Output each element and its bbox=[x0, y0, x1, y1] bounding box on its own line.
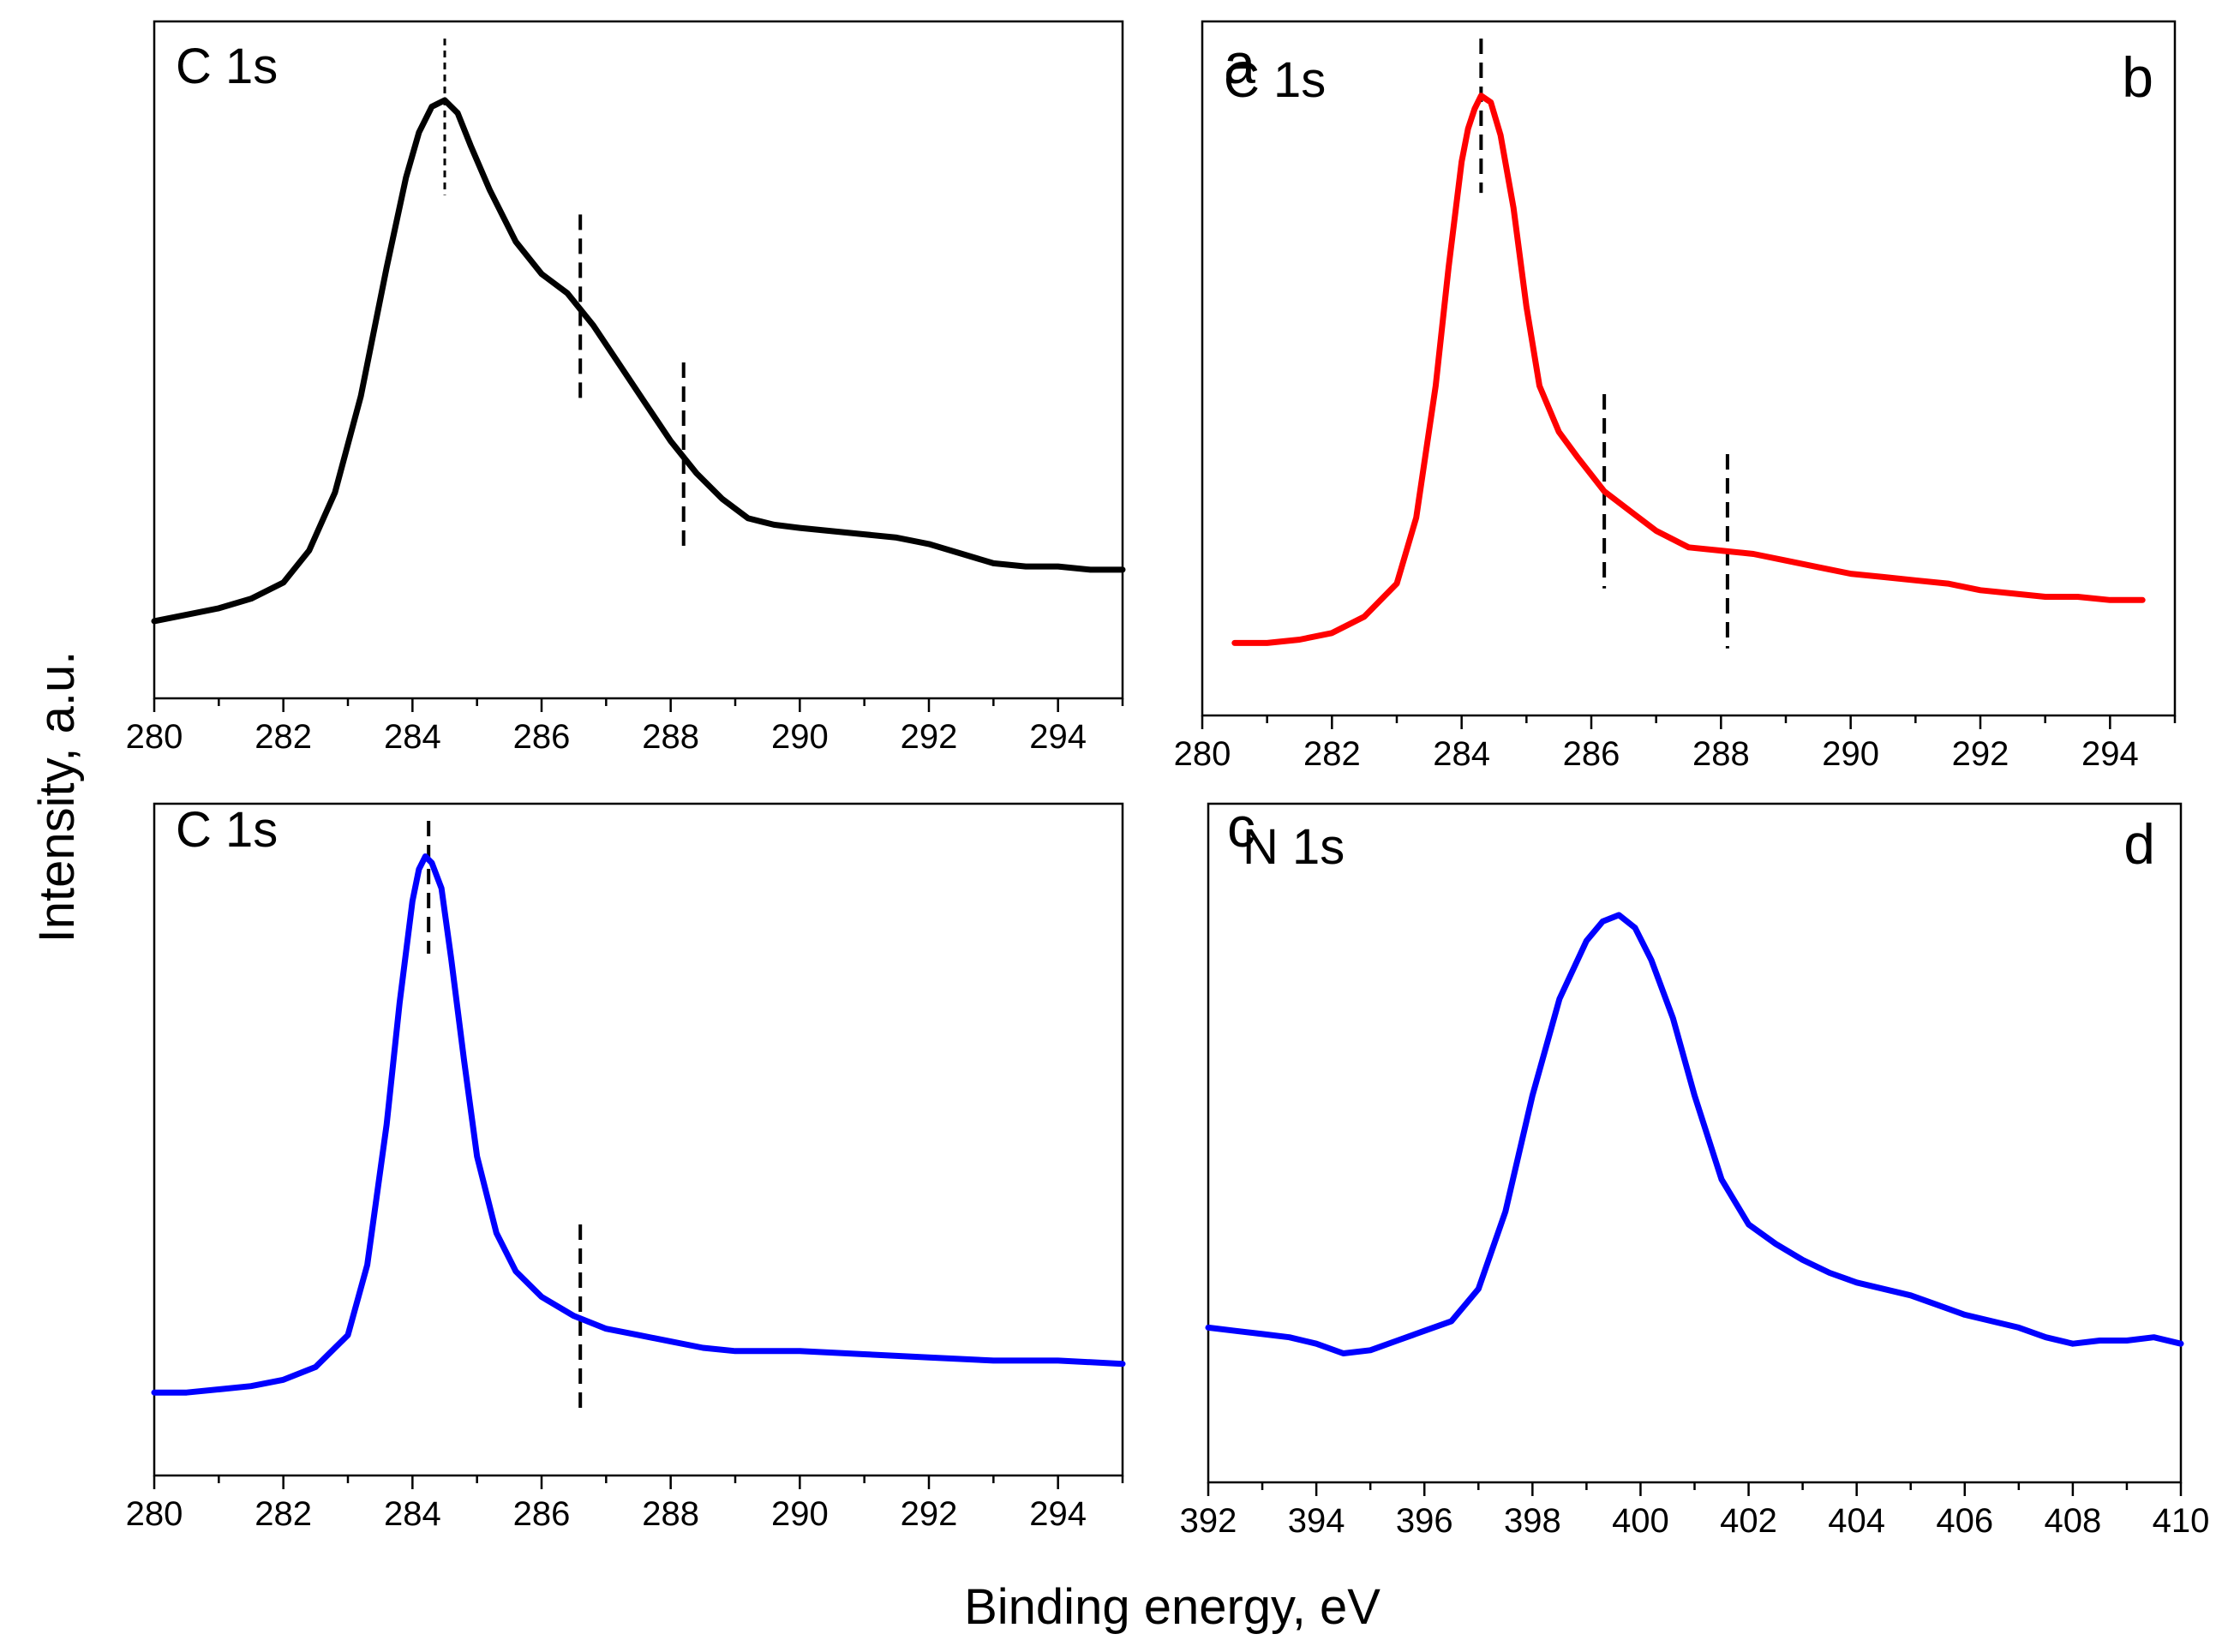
panel-b-tick-label: 286 bbox=[1563, 735, 1620, 773]
panel-d-x-axis: 392 394 396 398 400 402 404 406 408 410 bbox=[1180, 1482, 2210, 1540]
panel-a: 280 282 284 286 288 290 292 294 C 1s a bbox=[126, 20, 1255, 756]
panel-d: 392 394 396 398 400 402 404 406 408 410 N 1s d bbox=[1180, 802, 2210, 1540]
panel-b-core-level-label: C 1s bbox=[1224, 52, 1326, 108]
panel-c-letter: c bbox=[1227, 795, 1255, 859]
panel-a-letter: a bbox=[1224, 32, 1255, 95]
panel-a-tick-label: 282 bbox=[255, 718, 312, 756]
panel-b-tick-label: 284 bbox=[1433, 735, 1490, 773]
panel-d-tick-label: 392 bbox=[1180, 1502, 1237, 1540]
panel-c-marker-lines bbox=[427, 821, 583, 1413]
panel-a-tick-label: 294 bbox=[1029, 718, 1087, 756]
panel-d-tick-label: 406 bbox=[1936, 1502, 1993, 1540]
panel-c-tick-label: 294 bbox=[1029, 1495, 1087, 1533]
panel-c-tick-label: 282 bbox=[255, 1495, 312, 1533]
panel-a-core-level-label: C 1s bbox=[176, 39, 278, 94]
panel-b-spectrum-line bbox=[1231, 93, 2146, 646]
panel-a-tick-label: 280 bbox=[126, 718, 183, 756]
panel-d-letter: d bbox=[2123, 812, 2155, 876]
x-axis-title: Binding energy, eV bbox=[964, 1579, 1381, 1635]
y-axis-title: Intensity, a.u. bbox=[29, 651, 85, 943]
panel-d-tick-label: 402 bbox=[1720, 1502, 1777, 1540]
panel-c-x-axis: 280 282 284 286 288 290 292 294 bbox=[126, 1475, 1124, 1533]
panel-d-tick-label: 398 bbox=[1504, 1502, 1561, 1540]
panel-d-tick-label: 404 bbox=[1828, 1502, 1885, 1540]
panel-a-marker-lines bbox=[443, 39, 686, 553]
panel-a-frame bbox=[153, 20, 1124, 700]
panel-d-tick-label: 410 bbox=[2153, 1502, 2210, 1540]
panel-b-tick-label: 292 bbox=[1952, 735, 2009, 773]
panel-b-tick-label: 294 bbox=[2081, 735, 2139, 773]
panel-d-core-level-label: N 1s bbox=[1243, 819, 1345, 875]
panel-c-frame bbox=[153, 802, 1124, 1477]
panel-c-tick-label: 280 bbox=[126, 1495, 183, 1533]
panel-b-letter: b bbox=[2122, 45, 2153, 109]
panel-d-tick-label: 408 bbox=[2045, 1502, 2102, 1540]
panel-c-spectrum-line bbox=[151, 853, 1126, 1396]
panel-c-tick-label: 290 bbox=[771, 1495, 829, 1533]
panel-b: 280 282 284 286 288 290 292 294 C 1s b bbox=[1174, 20, 2177, 773]
panel-c-core-level-label: C 1s bbox=[176, 802, 278, 858]
panel-a-tick-label: 292 bbox=[901, 718, 958, 756]
panel-b-frame bbox=[1201, 20, 2177, 717]
panel-b-tick-label: 280 bbox=[1174, 735, 1231, 773]
panel-b-tick-label: 282 bbox=[1303, 735, 1361, 773]
panel-c-tick-label: 292 bbox=[901, 1495, 958, 1533]
panel-a-tick-label: 290 bbox=[771, 718, 829, 756]
panel-c-tick-label: 284 bbox=[384, 1495, 441, 1533]
panel-d-spectrum-line bbox=[1205, 912, 2184, 1356]
panel-b-tick-label: 288 bbox=[1692, 735, 1750, 773]
panel-b-x-axis: 280 282 284 286 288 290 292 294 bbox=[1174, 715, 2177, 773]
panel-b-tick-label: 290 bbox=[1822, 735, 1879, 773]
panel-c: 280 282 284 286 288 290 292 294 C 1s c bbox=[126, 795, 1255, 1533]
panel-a-x-axis: 280 282 284 286 288 290 292 294 bbox=[126, 698, 1124, 756]
panel-a-tick-label: 286 bbox=[513, 718, 571, 756]
panel-d-tick-label: 394 bbox=[1288, 1502, 1345, 1540]
panel-a-tick-label: 284 bbox=[384, 718, 441, 756]
panel-a-tick-label: 288 bbox=[642, 718, 699, 756]
panel-d-tick-label: 400 bbox=[1612, 1502, 1669, 1540]
panel-c-tick-label: 286 bbox=[513, 1495, 571, 1533]
panel-c-tick-label: 288 bbox=[642, 1495, 699, 1533]
panel-d-tick-label: 396 bbox=[1396, 1502, 1453, 1540]
panel-a-spectrum-line bbox=[151, 97, 1126, 625]
